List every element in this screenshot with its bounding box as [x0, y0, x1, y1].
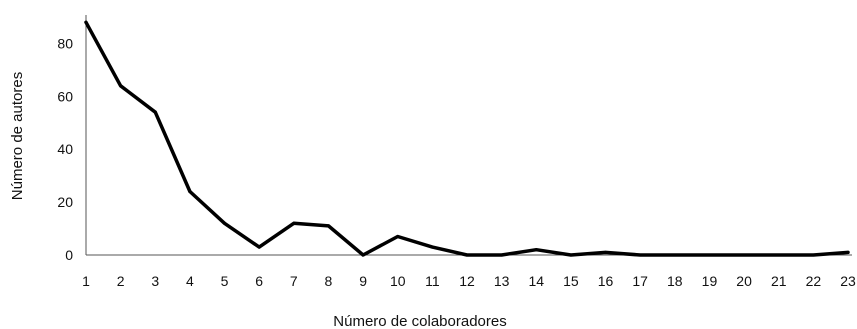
x-tick-label: 4 — [186, 273, 194, 289]
data-point — [396, 234, 400, 238]
x-tick-label: 15 — [563, 273, 579, 289]
x-tick-label: 8 — [325, 273, 333, 289]
y-tick-label: 80 — [57, 35, 73, 51]
data-point — [84, 20, 88, 24]
y-tick-labels: 0 20 40 60 80 — [57, 35, 73, 263]
x-tick-label: 23 — [840, 273, 856, 289]
x-tick-label: 3 — [151, 273, 159, 289]
x-tick-label: 19 — [702, 273, 718, 289]
data-point — [811, 253, 815, 257]
x-tick-label: 22 — [806, 273, 822, 289]
x-tick-label: 20 — [736, 273, 752, 289]
x-tick-label: 6 — [255, 273, 263, 289]
x-tick-label: 2 — [117, 273, 125, 289]
data-point — [188, 190, 192, 194]
x-tick-labels: 1 2 3 4 5 6 7 8 9 10 11 12 13 14 15 16 17 18 19 20 21 22 23 — [82, 273, 856, 289]
data-point — [430, 245, 434, 249]
x-tick-label: 13 — [494, 273, 510, 289]
series-layer — [84, 20, 850, 257]
x-tick-label: 14 — [528, 273, 544, 289]
x-tick-label: 11 — [425, 273, 440, 289]
y-axis-title: Número de autores — [9, 72, 26, 200]
x-tick-label: 12 — [459, 273, 475, 289]
data-point — [361, 253, 365, 257]
x-tick-label: 7 — [290, 273, 298, 289]
data-point — [777, 253, 781, 257]
data-point — [465, 253, 469, 257]
x-tick-label: 1 — [82, 273, 90, 289]
data-point — [119, 84, 123, 88]
data-point — [673, 253, 677, 257]
data-point — [326, 224, 330, 228]
data-point — [604, 250, 608, 254]
x-tick-label: 9 — [359, 273, 367, 289]
x-tick-label: 16 — [598, 273, 614, 289]
y-tick-label: 40 — [57, 141, 73, 157]
data-point — [153, 110, 157, 114]
data-point — [638, 253, 642, 257]
data-point — [846, 250, 850, 254]
x-tick-label: 21 — [771, 273, 787, 289]
x-tick-label: 17 — [632, 273, 648, 289]
data-point — [223, 221, 227, 225]
data-point — [742, 253, 746, 257]
series-line — [84, 20, 850, 257]
x-tick-label: 5 — [221, 273, 229, 289]
y-tick-label: 60 — [57, 88, 73, 104]
data-point — [534, 248, 538, 252]
data-point — [257, 245, 261, 249]
x-tick-label: 18 — [667, 273, 683, 289]
data-point — [707, 253, 711, 257]
y-tick-label: 20 — [57, 194, 73, 210]
x-axis-title: Número de colaboradores — [333, 313, 506, 329]
data-point — [569, 253, 573, 257]
data-point — [292, 221, 296, 225]
axes — [85, 15, 852, 256]
data-point — [500, 253, 504, 257]
x-tick-label: 10 — [390, 273, 406, 289]
y-tick-label: 0 — [65, 247, 73, 263]
